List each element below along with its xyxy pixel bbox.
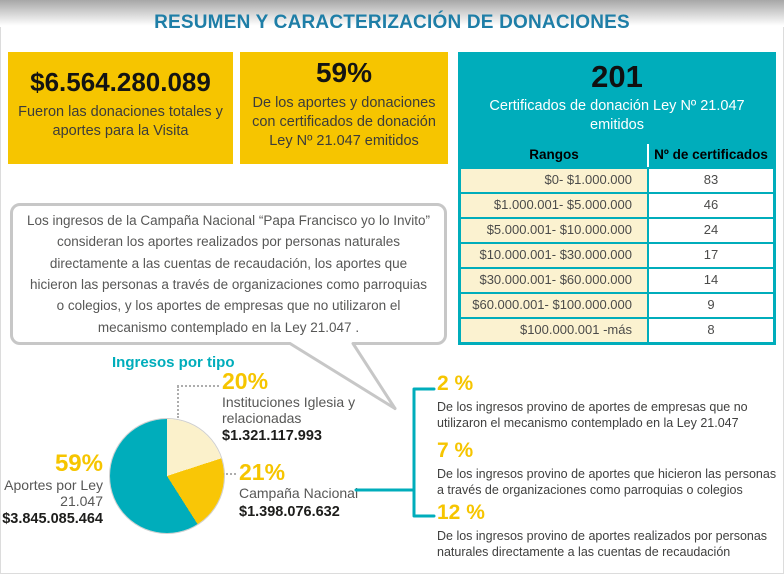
table-header-row: Rangos Nº de certificados bbox=[461, 143, 773, 167]
count-cell: 24 bbox=[649, 218, 773, 242]
stat-box-certificates-percentage: 59% De los aportes y donaciones con cert… bbox=[240, 52, 448, 164]
slice-label-iglesia: 20% Instituciones Iglesia y relacionadas… bbox=[222, 368, 392, 445]
stat-box-total-donations: $6.564.280.089 Fueron las donaciones tot… bbox=[8, 52, 233, 164]
aportes-ley-percentage: 59% bbox=[54, 450, 103, 477]
leader-line-iglesia-vertical bbox=[177, 386, 179, 418]
campana-amount: $1.398.076.632 bbox=[239, 503, 340, 520]
pie-chart bbox=[110, 419, 224, 533]
table-row: $1.000.001- $5.000.000 46 bbox=[461, 193, 773, 217]
campana-name: Campaña Nacional bbox=[239, 485, 359, 501]
aportes-ley-amount: $3.845.085.464 bbox=[2, 511, 103, 528]
table-row: $30.000.001- $60.000.000 14 bbox=[461, 268, 773, 292]
breakdown-item-empresas: 2 % De los ingresos provino de aportes d… bbox=[437, 372, 779, 431]
range-cell: $0- $1.000.000 bbox=[461, 168, 647, 192]
certificates-panel: 201 Certificados de donación Ley Nº 21.0… bbox=[458, 52, 776, 345]
count-cell: 83 bbox=[649, 168, 773, 192]
total-donations-value: $6.564.280.089 bbox=[30, 66, 211, 97]
personas-naturales-percentage: 12 % bbox=[437, 501, 485, 524]
table-row: $5.000.001- $10.000.000 24 bbox=[461, 218, 773, 242]
campana-percentage: 21% bbox=[239, 459, 286, 485]
range-cell: $10.000.001- $30.000.000 bbox=[461, 243, 647, 267]
speech-bubble: Los ingresos de la Campaña Nacional “Pap… bbox=[10, 203, 447, 345]
table-row: $100.000.001 -más 8 bbox=[461, 318, 773, 342]
iglesia-percentage: 20% bbox=[222, 368, 269, 394]
speech-bubble-text: Los ingresos de la Campaña Nacional “Pap… bbox=[27, 213, 430, 335]
empresas-description: De los ingresos provino de aportes de em… bbox=[437, 400, 748, 431]
total-donations-caption: Fueron las donaciones totales y aportes … bbox=[18, 103, 223, 139]
certificates-percentage-value: 59% bbox=[315, 56, 373, 88]
pie-chart-title: Ingresos por tipo bbox=[112, 354, 235, 371]
organizaciones-percentage: 7 % bbox=[437, 439, 474, 462]
aportes-ley-name: Aportes por Ley 21.047 bbox=[4, 477, 103, 509]
table-row: $0- $1.000.000 83 bbox=[461, 168, 773, 192]
speech-bubble-tail bbox=[288, 342, 397, 410]
slice-label-campana: 21% Campaña Nacional $1.398.076.632 bbox=[239, 461, 407, 520]
range-cell: $60.000.001- $100.000.000 bbox=[461, 293, 647, 317]
ranges-header-cell: Rangos bbox=[461, 143, 647, 167]
certificates-caption: Certificados de donación Ley Nº 21.047 e… bbox=[489, 98, 745, 133]
breakdown-item-personas-naturales: 12 % De los ingresos provino de aportes … bbox=[437, 501, 779, 560]
iglesia-amount: $1.321.117.993 bbox=[222, 428, 322, 445]
range-cell: $5.000.001- $10.000.000 bbox=[461, 218, 647, 242]
leader-dots-campana bbox=[223, 473, 236, 475]
iglesia-name: Instituciones Iglesia y relacionadas bbox=[222, 394, 356, 426]
breakdown-bracket bbox=[354, 387, 436, 518]
personas-naturales-description: De los ingresos provino de aportes reali… bbox=[437, 529, 768, 560]
certificates-count: 201 bbox=[591, 59, 643, 94]
breakdown-item-organizaciones: 7 % De los ingresos provino de aportes q… bbox=[437, 439, 779, 498]
organizaciones-description: De los ingresos provino de aportes que h… bbox=[437, 467, 777, 498]
table-row: $10.000.001- $30.000.000 17 bbox=[461, 243, 773, 267]
count-cell: 9 bbox=[649, 293, 773, 317]
table-row: $60.000.001- $100.000.000 9 bbox=[461, 293, 773, 317]
top-gradient-bar bbox=[0, 0, 784, 27]
count-cell: 8 bbox=[649, 318, 773, 342]
empresas-percentage: 2 % bbox=[437, 372, 474, 395]
certificates-percentage-caption: De los aportes y donaciones con certific… bbox=[252, 94, 436, 150]
range-cell: $1.000.001- $5.000.000 bbox=[461, 193, 647, 217]
count-cell: 46 bbox=[649, 193, 773, 217]
page-title: RESUMEN Y CARACTERIZACIÓN DE DONACIONES bbox=[154, 12, 630, 33]
count-cell: 17 bbox=[649, 243, 773, 267]
leader-line-iglesia-horizontal bbox=[177, 385, 219, 387]
count-cell: 14 bbox=[649, 268, 773, 292]
range-cell: $100.000.001 -más bbox=[461, 318, 647, 342]
slice-label-aportes-ley: 59% Aportes por Ley 21.047 $3.845.085.46… bbox=[0, 450, 103, 528]
range-cell: $30.000.001- $60.000.000 bbox=[461, 268, 647, 292]
certificates-table-body: $0- $1.000.000 83 $1.000.001- $5.000.000 46… bbox=[461, 168, 773, 342]
certificates-count-header-cell: Nº de certificados bbox=[649, 143, 773, 167]
